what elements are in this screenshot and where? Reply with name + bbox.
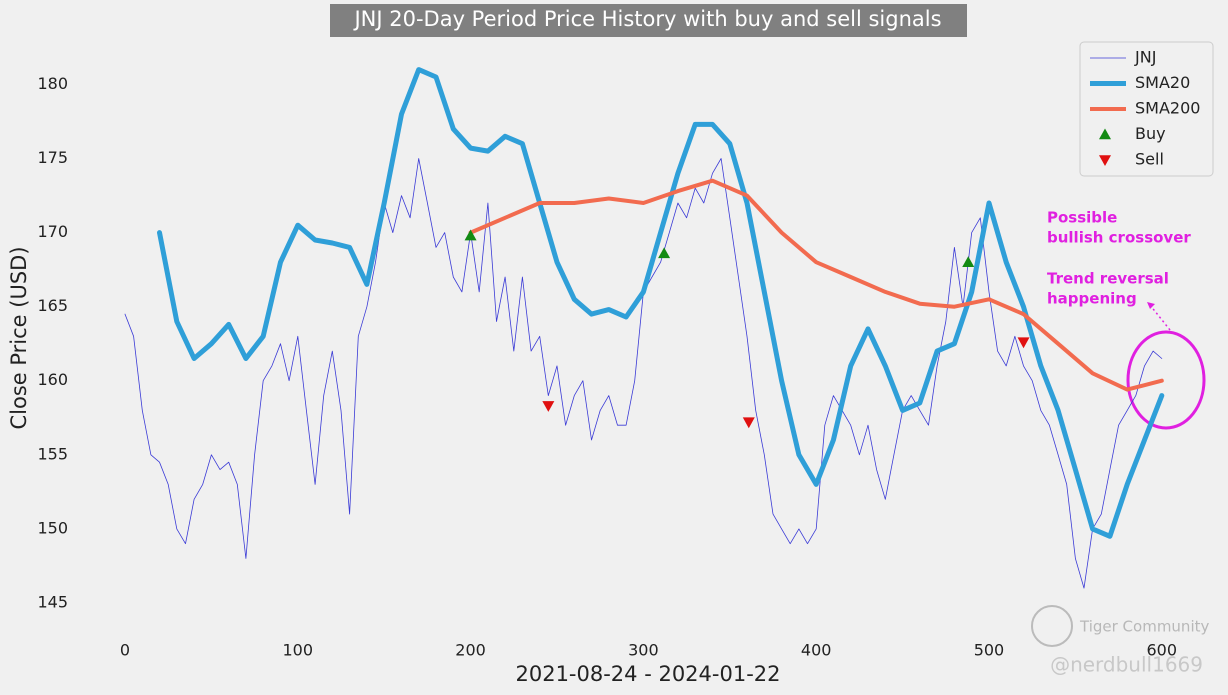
legend-label: SMA200 [1135, 99, 1200, 118]
annotation: Trend reversal [1047, 270, 1169, 288]
signal-marker [542, 401, 555, 412]
annotation: Possible [1047, 209, 1117, 227]
signal-marker [464, 229, 477, 241]
annotation: bullish crossover [1047, 229, 1191, 247]
y-tick-label: 170 [37, 222, 68, 241]
legend-label: Buy [1135, 124, 1166, 143]
y-tick-label: 150 [37, 518, 68, 537]
y-tick-label: 165 [37, 296, 68, 315]
x-tick-label: 100 [283, 641, 314, 660]
annotation: happening [1047, 290, 1137, 308]
y-tick-label: 180 [37, 74, 68, 93]
x-tick-label: 400 [801, 641, 832, 660]
y-tick-label: 145 [37, 592, 68, 611]
signal-marker [658, 247, 671, 259]
signal-marker [742, 417, 755, 429]
watermark: @nerdbull1669 [1050, 653, 1203, 677]
legend-label: Sell [1135, 150, 1164, 169]
x-tick-label: 300 [628, 641, 659, 660]
legend-label: SMA20 [1135, 73, 1190, 92]
series-line [157, 67, 1165, 539]
x-tick-label: 500 [974, 641, 1005, 660]
signal-marker [962, 256, 975, 268]
x-tick-label: 0 [120, 641, 130, 660]
series-line [124, 158, 1163, 589]
x-tick-label: 600 [1146, 641, 1177, 660]
legend-label: JNJ [1134, 48, 1156, 67]
title-box [330, 4, 967, 37]
watermark: Tiger Community [1079, 618, 1209, 636]
highlight-circle [1126, 330, 1206, 430]
y-tick-label: 160 [37, 370, 68, 389]
legend-swatch [1099, 128, 1111, 140]
annotation-arrow [1149, 304, 1171, 331]
y-tick-label: 155 [37, 444, 68, 463]
x-tick-label: 200 [455, 641, 486, 660]
signal-marker [1017, 337, 1030, 349]
legend-swatch [1099, 155, 1111, 166]
series-line [468, 178, 1164, 392]
arrow-head [1147, 302, 1155, 309]
legend-box [1079, 41, 1214, 177]
y-axis-label: Close Price (USD) [7, 246, 31, 429]
x-axis-label: 2021-08-24 - 2024-01-22 [515, 662, 780, 686]
watermark-logo [1031, 605, 1073, 647]
chart-title: JNJ 20-Day Period Price History with buy… [352, 7, 941, 31]
y-tick-label: 175 [37, 148, 68, 167]
